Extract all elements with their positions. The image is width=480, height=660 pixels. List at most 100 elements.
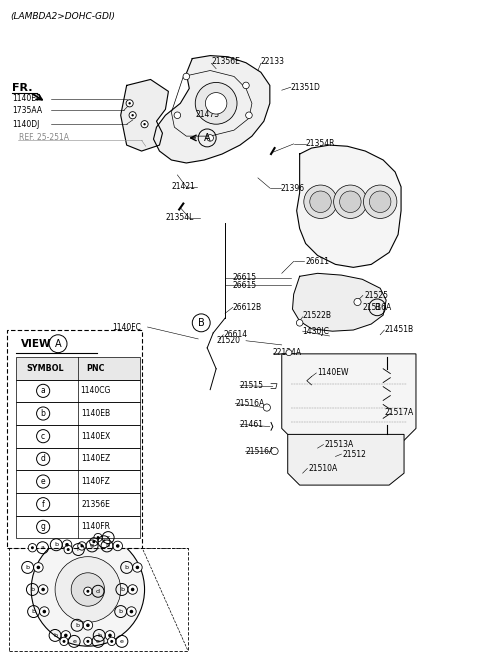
Circle shape [92,541,96,543]
Text: VIEW: VIEW [21,339,51,348]
Text: 21516A: 21516A [246,447,275,455]
Text: 1735AA: 1735AA [12,106,42,115]
Text: b: b [41,409,46,418]
Circle shape [354,298,361,306]
Text: 1140EW: 1140EW [318,368,349,378]
Text: f: f [42,500,45,509]
Circle shape [61,631,71,640]
Circle shape [286,350,292,356]
Text: 21356E: 21356E [81,500,110,509]
Polygon shape [154,55,270,163]
Circle shape [84,587,92,595]
Text: 1140DJ: 1140DJ [12,119,39,129]
Text: 21351D: 21351D [291,82,321,92]
Circle shape [205,92,227,114]
Circle shape [116,544,120,548]
Text: 21473: 21473 [195,110,219,119]
Circle shape [130,610,133,613]
Circle shape [86,624,90,627]
Circle shape [28,544,36,552]
Circle shape [195,82,237,124]
Circle shape [126,100,133,107]
Circle shape [78,542,86,550]
Text: 21516A: 21516A [362,303,392,312]
Bar [16,493,140,515]
Circle shape [271,447,278,455]
Circle shape [127,607,136,616]
Circle shape [60,637,68,645]
Circle shape [207,135,214,141]
Circle shape [128,585,137,594]
Circle shape [310,191,331,213]
Text: 21354L: 21354L [166,213,194,222]
Circle shape [108,634,112,637]
Circle shape [86,590,89,593]
Text: a: a [41,545,45,550]
Circle shape [31,546,34,549]
Polygon shape [297,145,401,267]
Circle shape [83,620,93,630]
Text: 21520: 21520 [216,336,240,345]
Circle shape [113,541,122,550]
Text: g: g [41,522,46,531]
Text: 21516A: 21516A [235,399,264,408]
Circle shape [334,185,367,218]
Circle shape [304,185,337,218]
Polygon shape [288,434,404,485]
Circle shape [41,587,45,591]
Circle shape [340,191,361,213]
Bar [16,402,140,425]
Text: b: b [30,587,35,592]
Circle shape [71,573,105,606]
Circle shape [86,640,89,643]
Text: b: b [53,633,57,638]
Circle shape [96,536,99,539]
Circle shape [131,587,134,591]
Text: 21354R: 21354R [306,139,335,148]
Text: 26611: 26611 [306,257,330,266]
Text: 26615: 26615 [233,280,257,290]
Text: b: b [125,565,129,570]
Text: 1140FC: 1140FC [112,323,141,331]
Text: e: e [72,639,76,644]
Text: b: b [120,587,124,592]
Text: e: e [120,639,124,644]
Bar [16,425,140,447]
Text: 1140EZ: 1140EZ [81,454,110,463]
Text: b: b [32,609,36,614]
Text: 1430JC: 1430JC [302,327,329,336]
Circle shape [39,607,49,616]
Circle shape [90,538,98,546]
Text: b: b [54,543,58,547]
Circle shape [64,634,68,637]
Text: b: b [75,623,79,628]
Circle shape [43,610,46,613]
Polygon shape [282,354,416,444]
Text: b: b [25,565,30,570]
Circle shape [108,637,116,645]
Text: 22124A: 22124A [273,348,302,357]
Circle shape [81,544,84,547]
Text: 21512: 21512 [343,449,366,459]
Circle shape [370,191,391,213]
Text: 1140EP: 1140EP [12,94,41,103]
Text: REF. 25-251A: REF. 25-251A [19,133,69,143]
Text: c: c [107,535,110,540]
Text: 21522B: 21522B [302,311,332,319]
Circle shape [62,640,65,643]
Text: 21396: 21396 [281,183,305,193]
Circle shape [31,533,144,646]
Text: FR.: FR. [12,83,33,94]
Circle shape [363,185,397,218]
Text: c: c [41,432,45,441]
Text: PNC: PNC [86,364,105,373]
Circle shape [129,112,136,119]
Text: 21510A: 21510A [309,464,338,473]
Circle shape [38,585,48,594]
Bar [16,470,140,493]
Text: B: B [198,318,204,328]
Circle shape [263,404,270,411]
Text: SYMBOL: SYMBOL [26,364,64,373]
Text: f: f [77,547,79,552]
Text: 1140FZ: 1140FZ [81,477,110,486]
